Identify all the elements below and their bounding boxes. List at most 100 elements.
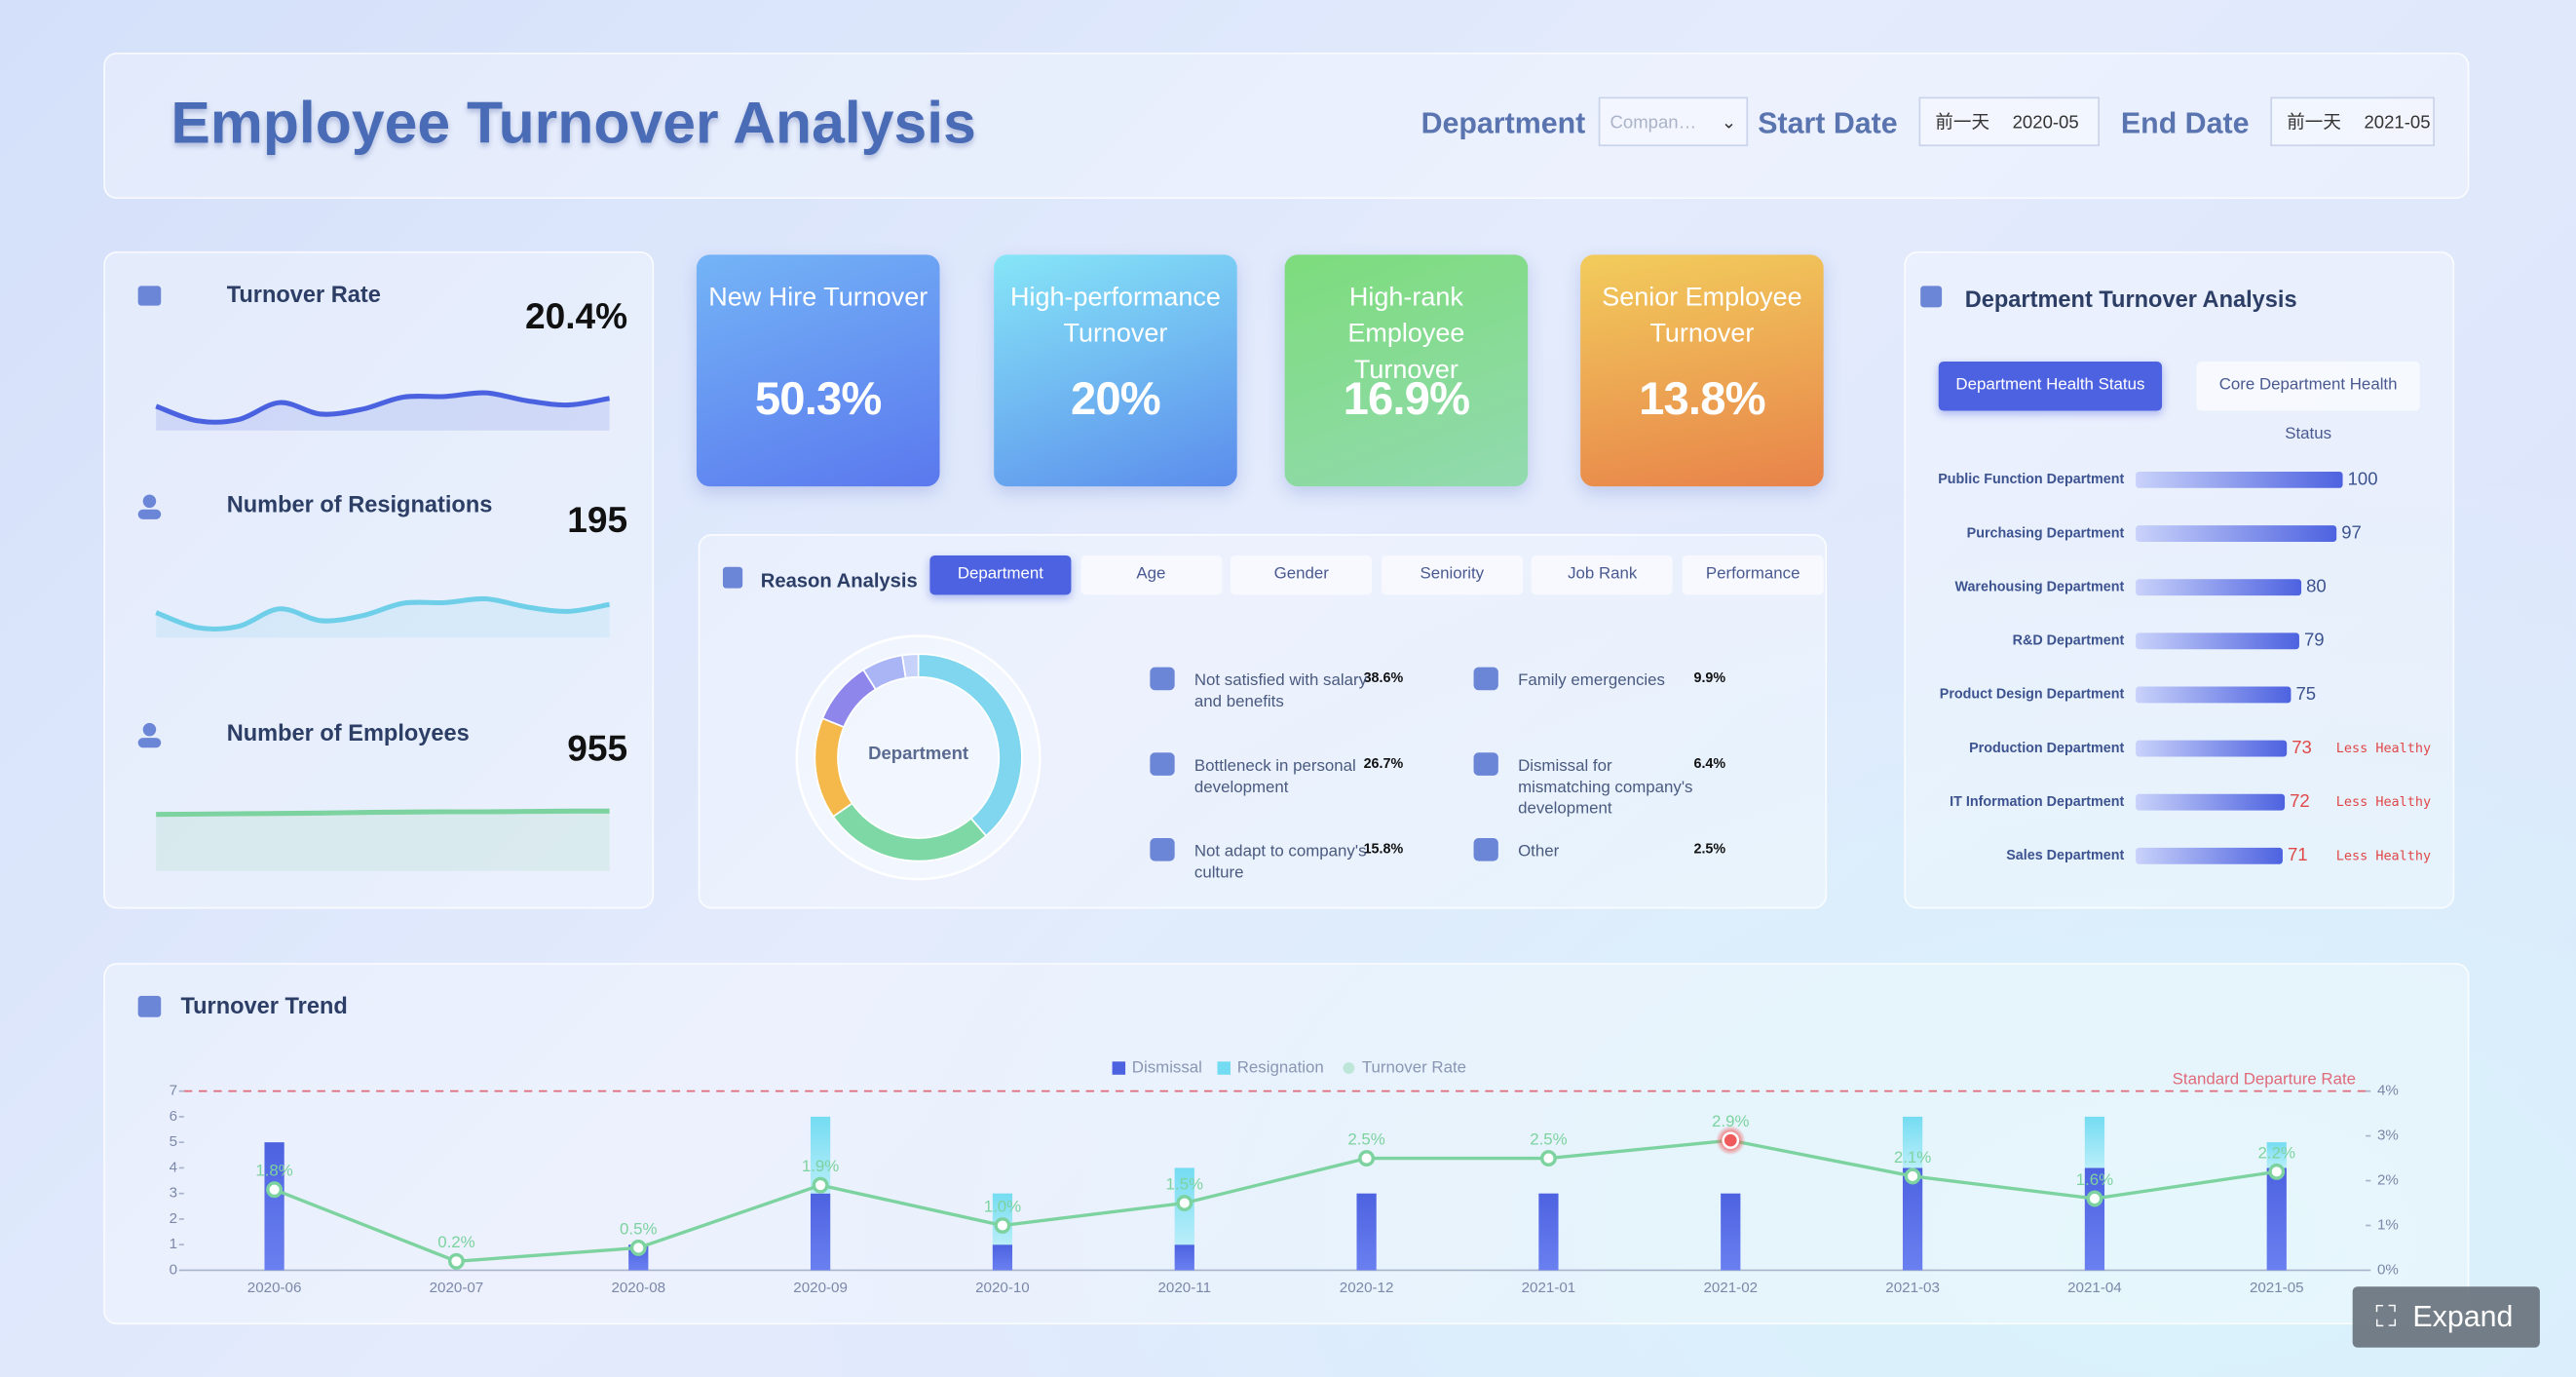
icon — [137, 738, 162, 748]
legend-label: Dismissal — [1132, 1057, 1202, 1076]
bar — [2136, 525, 2337, 542]
date-prefix: 前一天 — [1935, 113, 1990, 134]
legend-icon — [1150, 837, 1175, 861]
kpi-title: High-performance Turnover — [1009, 284, 1221, 349]
metric-value: 955 — [567, 727, 627, 768]
y-tick-label: IT Information Department — [1950, 794, 2124, 810]
line — [273, 1138, 2278, 1263]
data-label: 1.0% — [984, 1197, 1021, 1215]
icon — [1920, 286, 1943, 308]
x-tick-label: 2021-04 — [2067, 1280, 2122, 1296]
x-tick-label: 2020-09 — [793, 1280, 848, 1296]
data-label: 1.9% — [802, 1157, 839, 1175]
chart-title: Reason Analysis — [761, 570, 918, 592]
start-date-input[interactable]: 前一天 2020-05 — [1918, 96, 2100, 147]
y2-tick-label: 0% — [2377, 1261, 2399, 1278]
y-tick-label: 6 — [170, 1108, 177, 1125]
sparkline-area — [156, 598, 610, 638]
legend-label: Other — [1518, 843, 1560, 861]
expand-icon: ⛶ — [2375, 1299, 2397, 1333]
tab[interactable]: Performance — [1682, 555, 1824, 595]
legend-label: Not adapt to company's culture — [1193, 843, 1367, 883]
tab[interactable]: Department — [929, 555, 1072, 595]
filter-label: End Date — [2120, 106, 2250, 140]
y-tick-label: 7 — [170, 1083, 177, 1099]
tab[interactable]: Gender — [1231, 555, 1373, 595]
kpi-value: 50.3% — [754, 372, 883, 425]
y-tick-label: R&D Department — [2013, 633, 2125, 649]
expand-button[interactable]: ⛶ Expand — [2352, 1286, 2540, 1348]
chart-title: Turnover Trend — [180, 994, 347, 1019]
data-label: 1.5% — [1166, 1174, 1203, 1193]
icon — [142, 494, 157, 509]
y-tick-label: 3 — [170, 1185, 177, 1202]
y-tick-label: Production Department — [1969, 741, 2124, 756]
legend-icon — [1473, 837, 1498, 861]
icon — [142, 722, 157, 737]
tab[interactable]: Core Department Health Status — [2196, 361, 2420, 443]
reference-label: Standard Departure Rate — [2173, 1069, 2356, 1088]
chevron: ⌄ — [1721, 113, 1737, 134]
x-tick-label: 2020-07 — [430, 1280, 484, 1296]
bar — [1356, 1193, 1377, 1271]
x-tick-label: 2021-03 — [1885, 1280, 1940, 1296]
data-label: 79 — [2304, 630, 2325, 650]
legend-label: Dismissal for mismatching company's deve… — [1518, 757, 1693, 819]
legend-value: 2.5% — [1693, 842, 1725, 858]
sparkline — [155, 390, 611, 425]
point — [1358, 1150, 1376, 1167]
data-label: 2.5% — [1347, 1129, 1384, 1148]
bar — [2136, 632, 2299, 650]
x-tick-label: 2020-11 — [1158, 1280, 1212, 1296]
bar — [992, 1244, 1013, 1271]
tab[interactable]: Job Rank — [1532, 555, 1674, 595]
bar-note: Less Healthy — [2336, 794, 2431, 810]
icon — [137, 995, 162, 1017]
legend-label: Family emergencies — [1518, 671, 1665, 691]
y-tick-label: 1 — [170, 1236, 177, 1252]
x-tick-label: 2020-12 — [1340, 1280, 1394, 1296]
legend-label: Turnover Rate — [1362, 1057, 1466, 1076]
date-value: 2020-05 — [2012, 113, 2079, 134]
pie-slice — [900, 653, 920, 679]
data-label: 2.1% — [1894, 1148, 1931, 1167]
y2-tick-label: 4% — [2377, 1083, 2399, 1099]
legend-value: 9.9% — [1693, 670, 1725, 686]
sparkline — [156, 808, 610, 818]
sparkline-area — [156, 811, 610, 871]
bar — [2136, 740, 2288, 757]
tab[interactable]: Age — [1080, 555, 1222, 595]
bar — [264, 1142, 284, 1271]
filter-label: Start Date — [1758, 106, 1898, 140]
bar — [1902, 1116, 1923, 1168]
point — [266, 1181, 284, 1199]
point — [1539, 1150, 1557, 1167]
data-label: 2.5% — [1530, 1129, 1567, 1148]
y-tick-label: Sales Department — [2006, 848, 2124, 863]
kpi-value: 20% — [1070, 372, 1161, 425]
bar — [2136, 686, 2292, 704]
legend-marker — [1217, 1061, 1231, 1075]
legend-marker — [1112, 1061, 1126, 1075]
data-label: 1.8% — [255, 1162, 292, 1180]
x-tick-label: 2020-08 — [611, 1280, 665, 1296]
date-value: 2021-05 — [2364, 113, 2431, 134]
point — [1904, 1167, 1921, 1185]
icons — [137, 286, 1943, 1017]
tab[interactable]: Seniority — [1381, 555, 1523, 595]
y2-tick-label: 2% — [2377, 1172, 2399, 1189]
point — [994, 1217, 1011, 1234]
bar — [2136, 847, 2283, 864]
legend-icon — [1150, 667, 1175, 691]
legend-value: 6.4% — [1693, 756, 1725, 772]
end-date-input[interactable]: 前一天 2021-05 — [2270, 96, 2435, 147]
kpi-value: 13.8% — [1639, 372, 1766, 425]
department-select[interactable]: Compan… ⌄ — [1598, 96, 1749, 147]
x-tick-label: 2021-02 — [1703, 1280, 1758, 1296]
metric-title: Number of Resignations — [227, 493, 493, 518]
data-label: 100 — [2348, 468, 2378, 488]
y-tick-label: 5 — [170, 1133, 177, 1150]
tab[interactable]: Department Health Status — [1938, 361, 2163, 411]
